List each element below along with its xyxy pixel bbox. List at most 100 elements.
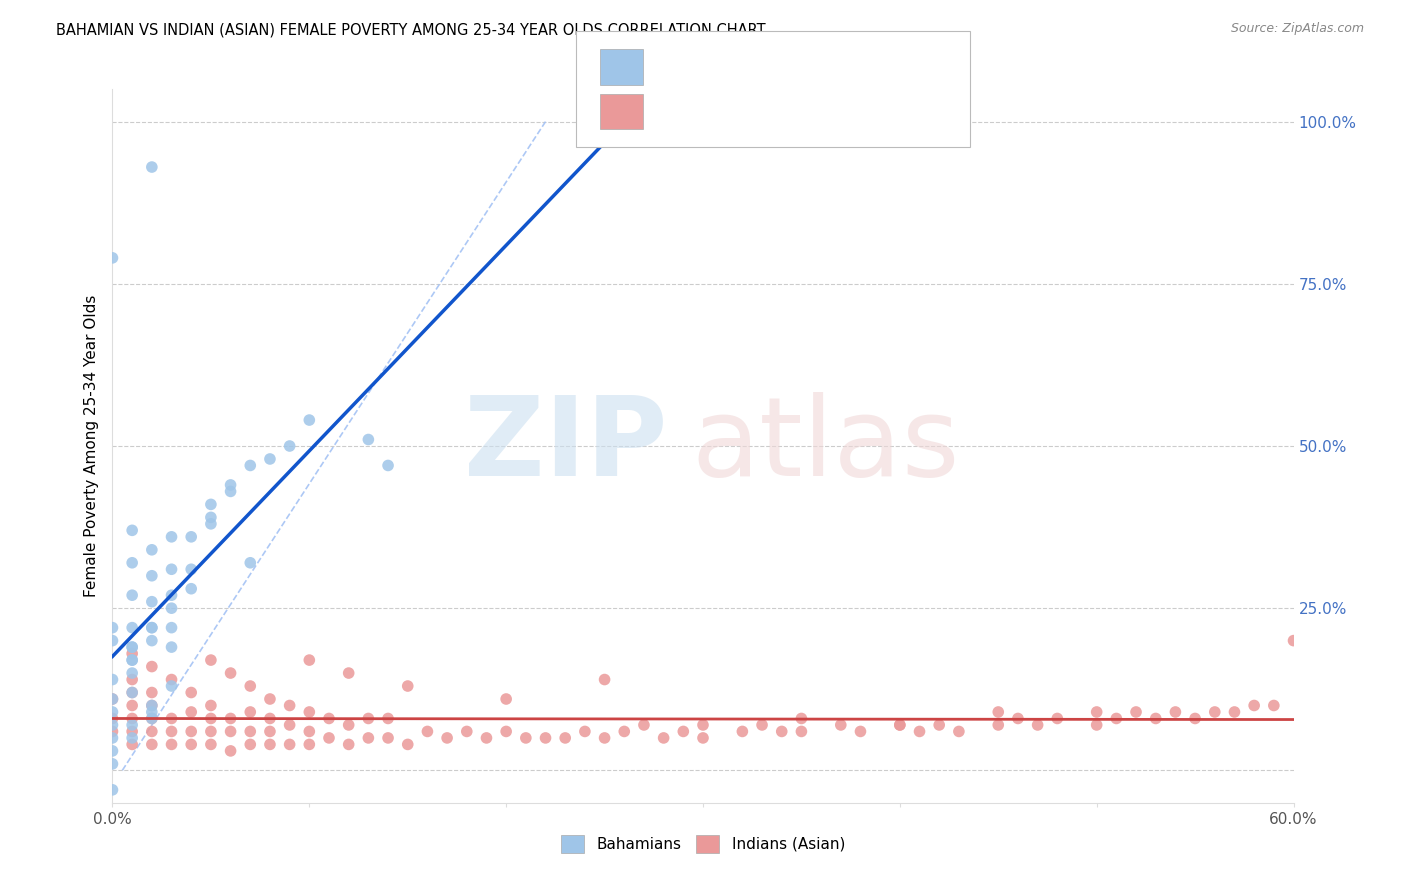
Point <box>121 698 143 713</box>
Point <box>396 738 419 752</box>
Point <box>180 738 202 752</box>
Point <box>121 640 143 654</box>
Point <box>1164 705 1187 719</box>
Point <box>495 724 517 739</box>
Point <box>141 685 163 699</box>
Point <box>141 724 163 739</box>
Point <box>790 711 813 725</box>
Point <box>219 666 242 681</box>
Point <box>200 698 222 713</box>
Point <box>928 718 950 732</box>
Point <box>200 738 222 752</box>
Point <box>357 711 380 725</box>
Point <box>574 724 596 739</box>
Point <box>278 738 301 752</box>
Text: ZIP: ZIP <box>464 392 668 500</box>
Point <box>219 744 242 758</box>
Point <box>751 718 773 732</box>
Point <box>1046 711 1069 725</box>
Point <box>101 711 124 725</box>
Point <box>219 711 242 725</box>
Point <box>219 478 242 492</box>
Point <box>121 673 143 687</box>
Point <box>1282 633 1305 648</box>
Point <box>1125 705 1147 719</box>
Text: atlas: atlas <box>692 392 960 500</box>
Point <box>200 510 222 524</box>
Point <box>121 556 143 570</box>
Point <box>239 705 262 719</box>
Point <box>1204 705 1226 719</box>
Point <box>219 484 242 499</box>
Point <box>1243 698 1265 713</box>
Point <box>259 711 281 725</box>
Point <box>101 692 124 706</box>
Point <box>121 738 143 752</box>
Point <box>613 724 636 739</box>
Point <box>141 698 163 713</box>
Point <box>495 692 517 706</box>
Point <box>121 647 143 661</box>
Point <box>200 711 222 725</box>
Point <box>377 458 399 473</box>
Point <box>101 673 124 687</box>
Point <box>160 724 183 739</box>
Text: R = -0.177  N = 106: R = -0.177 N = 106 <box>657 101 825 119</box>
Point <box>259 738 281 752</box>
Point <box>121 588 143 602</box>
Point <box>180 562 202 576</box>
Text: BAHAMIAN VS INDIAN (ASIAN) FEMALE POVERTY AMONG 25-34 YEAR OLDS CORRELATION CHAR: BAHAMIAN VS INDIAN (ASIAN) FEMALE POVERT… <box>56 22 766 37</box>
Point <box>770 724 793 739</box>
Point <box>200 653 222 667</box>
Point <box>141 698 163 713</box>
Point <box>141 633 163 648</box>
Point <box>239 724 262 739</box>
Point <box>259 724 281 739</box>
Point <box>298 738 321 752</box>
Point <box>180 582 202 596</box>
Point <box>889 718 911 732</box>
Point <box>692 718 714 732</box>
Point <box>239 458 262 473</box>
Point <box>160 711 183 725</box>
Point <box>180 705 202 719</box>
Point <box>1085 718 1108 732</box>
Legend: Bahamians, Indians (Asian): Bahamians, Indians (Asian) <box>555 829 851 859</box>
Point <box>121 524 143 538</box>
Point <box>160 562 183 576</box>
Point <box>396 679 419 693</box>
Point <box>141 568 163 582</box>
Y-axis label: Female Poverty Among 25-34 Year Olds: Female Poverty Among 25-34 Year Olds <box>83 295 98 597</box>
Point <box>436 731 458 745</box>
Point <box>121 685 143 699</box>
Point <box>101 718 124 732</box>
Point <box>318 731 340 745</box>
Point <box>908 724 931 739</box>
Point <box>337 718 360 732</box>
Point <box>298 705 321 719</box>
Point <box>298 413 321 427</box>
Point <box>1144 711 1167 725</box>
Point <box>160 679 183 693</box>
Point <box>1184 711 1206 725</box>
Point <box>141 621 163 635</box>
Point <box>692 731 714 745</box>
Point <box>278 439 301 453</box>
Point <box>239 738 262 752</box>
Point <box>160 601 183 615</box>
Point <box>889 718 911 732</box>
Text: R =  0.574   N =   55: R = 0.574 N = 55 <box>657 56 830 74</box>
Point <box>298 653 321 667</box>
Point <box>987 718 1010 732</box>
Point <box>1105 711 1128 725</box>
Point <box>337 666 360 681</box>
Point <box>849 724 872 739</box>
Point <box>219 724 242 739</box>
Point <box>200 724 222 739</box>
Point <box>180 530 202 544</box>
Point <box>121 731 143 745</box>
Point <box>278 718 301 732</box>
Point <box>141 738 163 752</box>
Point <box>515 731 537 745</box>
Point <box>377 731 399 745</box>
